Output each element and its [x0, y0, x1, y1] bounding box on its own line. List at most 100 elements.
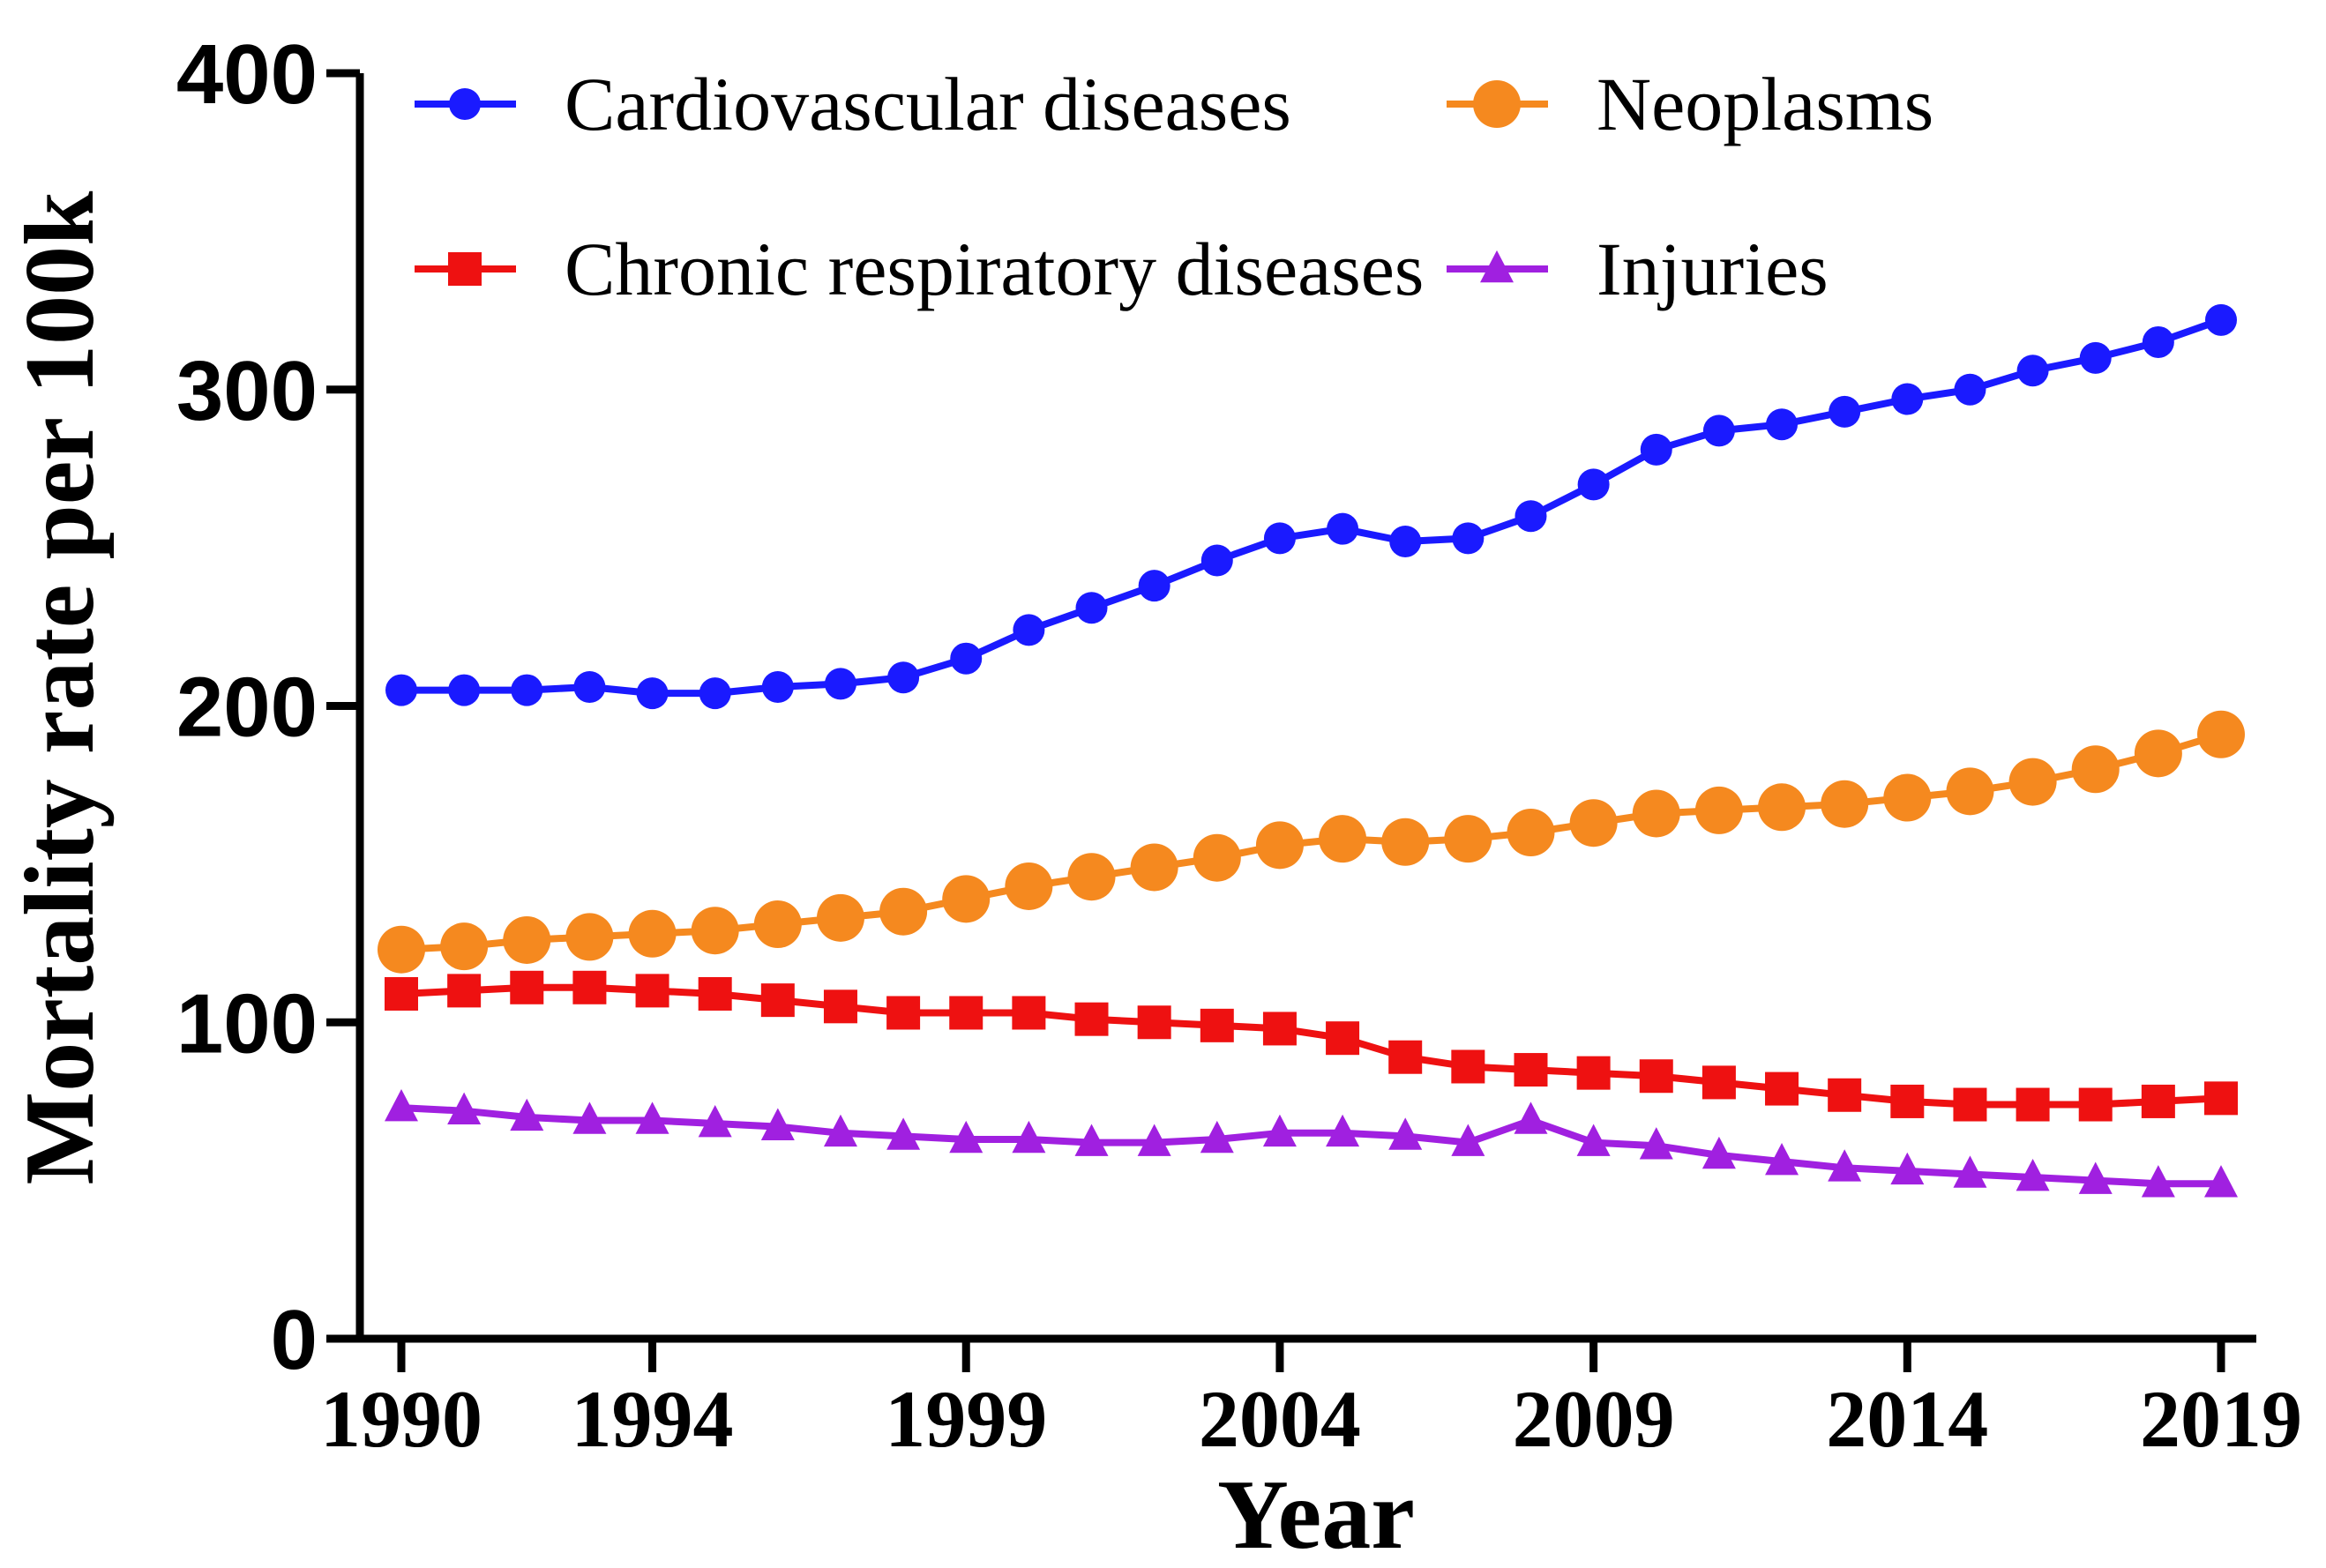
legend-marker: [449, 88, 481, 120]
legend: Cardiovascular diseases Neoplasms Chronic …: [415, 62, 1933, 311]
legend-label: Neoplasms: [1597, 62, 1933, 146]
y-tick-label: 300: [176, 344, 318, 438]
data-point: [1632, 789, 1680, 838]
y-tick-label: 0: [271, 1293, 318, 1387]
data-point: [1569, 799, 1618, 847]
data-point: [753, 900, 802, 949]
data-point: [942, 875, 991, 923]
data-point: [760, 1108, 795, 1140]
data-point: [887, 661, 920, 694]
data-point: [2142, 325, 2174, 358]
data-point: [1576, 1124, 1611, 1156]
data-point: [1701, 1065, 1736, 1100]
series-line: [401, 317, 2223, 698]
data-point: [1946, 767, 1994, 816]
series-chronic-respiratory-diseases: [385, 970, 2238, 1122]
data-point: [1388, 1117, 1423, 1150]
legend-label: Chronic respiratory diseases: [565, 227, 1424, 311]
data-point: [879, 887, 928, 936]
data-point: [1829, 395, 1861, 428]
y-tick-label: 200: [176, 661, 318, 755]
x-tick-label: 2009: [1513, 1374, 1675, 1464]
data-point: [691, 907, 739, 955]
data-point: [823, 989, 857, 1024]
data-point: [1262, 1114, 1297, 1147]
data-point: [2141, 1084, 2175, 1118]
data-point: [1953, 1087, 1987, 1122]
data-point: [2071, 745, 2120, 794]
series-neoplasms: [378, 710, 2245, 974]
data-point: [1639, 1059, 1673, 1094]
data-point: [636, 677, 669, 710]
series-injuries: [385, 1089, 2238, 1198]
y-tick-label: 400: [176, 27, 318, 122]
data-point: [447, 974, 482, 1008]
series-cardiovascular-diseases: [385, 303, 2237, 710]
data-point: [2016, 1087, 2050, 1122]
data-point: [1012, 996, 1046, 1030]
data-point: [448, 674, 481, 706]
data-point: [1138, 570, 1170, 602]
data-point: [1758, 783, 1806, 832]
data-point: [1326, 1114, 1360, 1147]
x-tick-label: 1990: [320, 1374, 482, 1464]
data-point: [1515, 500, 1547, 533]
data-point: [1388, 1040, 1423, 1074]
data-point: [1766, 408, 1799, 441]
x-tick-label: 2004: [1199, 1374, 1361, 1464]
x-tick-label: 1994: [572, 1374, 734, 1464]
data-point: [1883, 773, 1932, 822]
data-point: [2204, 1165, 2238, 1198]
data-point: [503, 915, 551, 964]
axes: 0 100 200 300 400 1990 1994 1999 2004 2009 2014 201…: [176, 27, 2302, 1464]
data-point: [698, 1104, 732, 1138]
legend-item: Neoplasms: [1447, 62, 1933, 146]
data-point: [1263, 522, 1296, 555]
data-point: [1694, 786, 1743, 834]
data-point: [950, 642, 983, 675]
data-point: [2016, 355, 2049, 387]
data-point: [2204, 1081, 2238, 1116]
data-point: [1013, 614, 1045, 646]
data-point: [510, 970, 544, 1004]
data-point: [1639, 1127, 1673, 1160]
data-point: [1137, 1005, 1171, 1040]
legend-marker: [1473, 80, 1521, 128]
data-point: [1200, 544, 1233, 577]
data-point: [572, 970, 607, 1004]
data-point: [385, 1089, 418, 1122]
data-point: [1255, 821, 1304, 870]
data-point: [1005, 862, 1053, 910]
data-point: [385, 976, 418, 1011]
data-point: [1701, 1136, 1736, 1169]
data-point: [1452, 522, 1485, 555]
data-point: [1890, 1084, 1925, 1118]
data-point: [1765, 1071, 1799, 1106]
data-point: [447, 1092, 482, 1124]
legend-item: Cardiovascular diseases: [415, 62, 1291, 146]
data-point: [635, 974, 669, 1008]
data-point: [1576, 1056, 1611, 1090]
data-point: [1891, 383, 1924, 415]
data-point: [698, 976, 732, 1011]
data-point: [573, 670, 606, 703]
data-point: [1577, 468, 1610, 501]
data-point: [1193, 833, 1241, 882]
data-point: [2008, 758, 2057, 806]
data-point: [510, 1098, 544, 1131]
data-point: [2016, 1158, 2050, 1191]
data-point: [1953, 1155, 1987, 1188]
data-point: [1326, 1021, 1360, 1056]
data-point: [1200, 1120, 1234, 1154]
legend-item: Chronic respiratory diseases: [415, 227, 1424, 311]
data-point: [1828, 1078, 1862, 1112]
y-axis-title: Mortality rate per 100k: [5, 190, 115, 1185]
series-line: [400, 983, 2222, 1109]
data-point: [1451, 1049, 1485, 1084]
data-point: [699, 677, 731, 710]
data-point: [949, 1120, 984, 1154]
data-point: [511, 674, 543, 706]
data-point: [2205, 303, 2237, 336]
data-point: [816, 893, 864, 942]
